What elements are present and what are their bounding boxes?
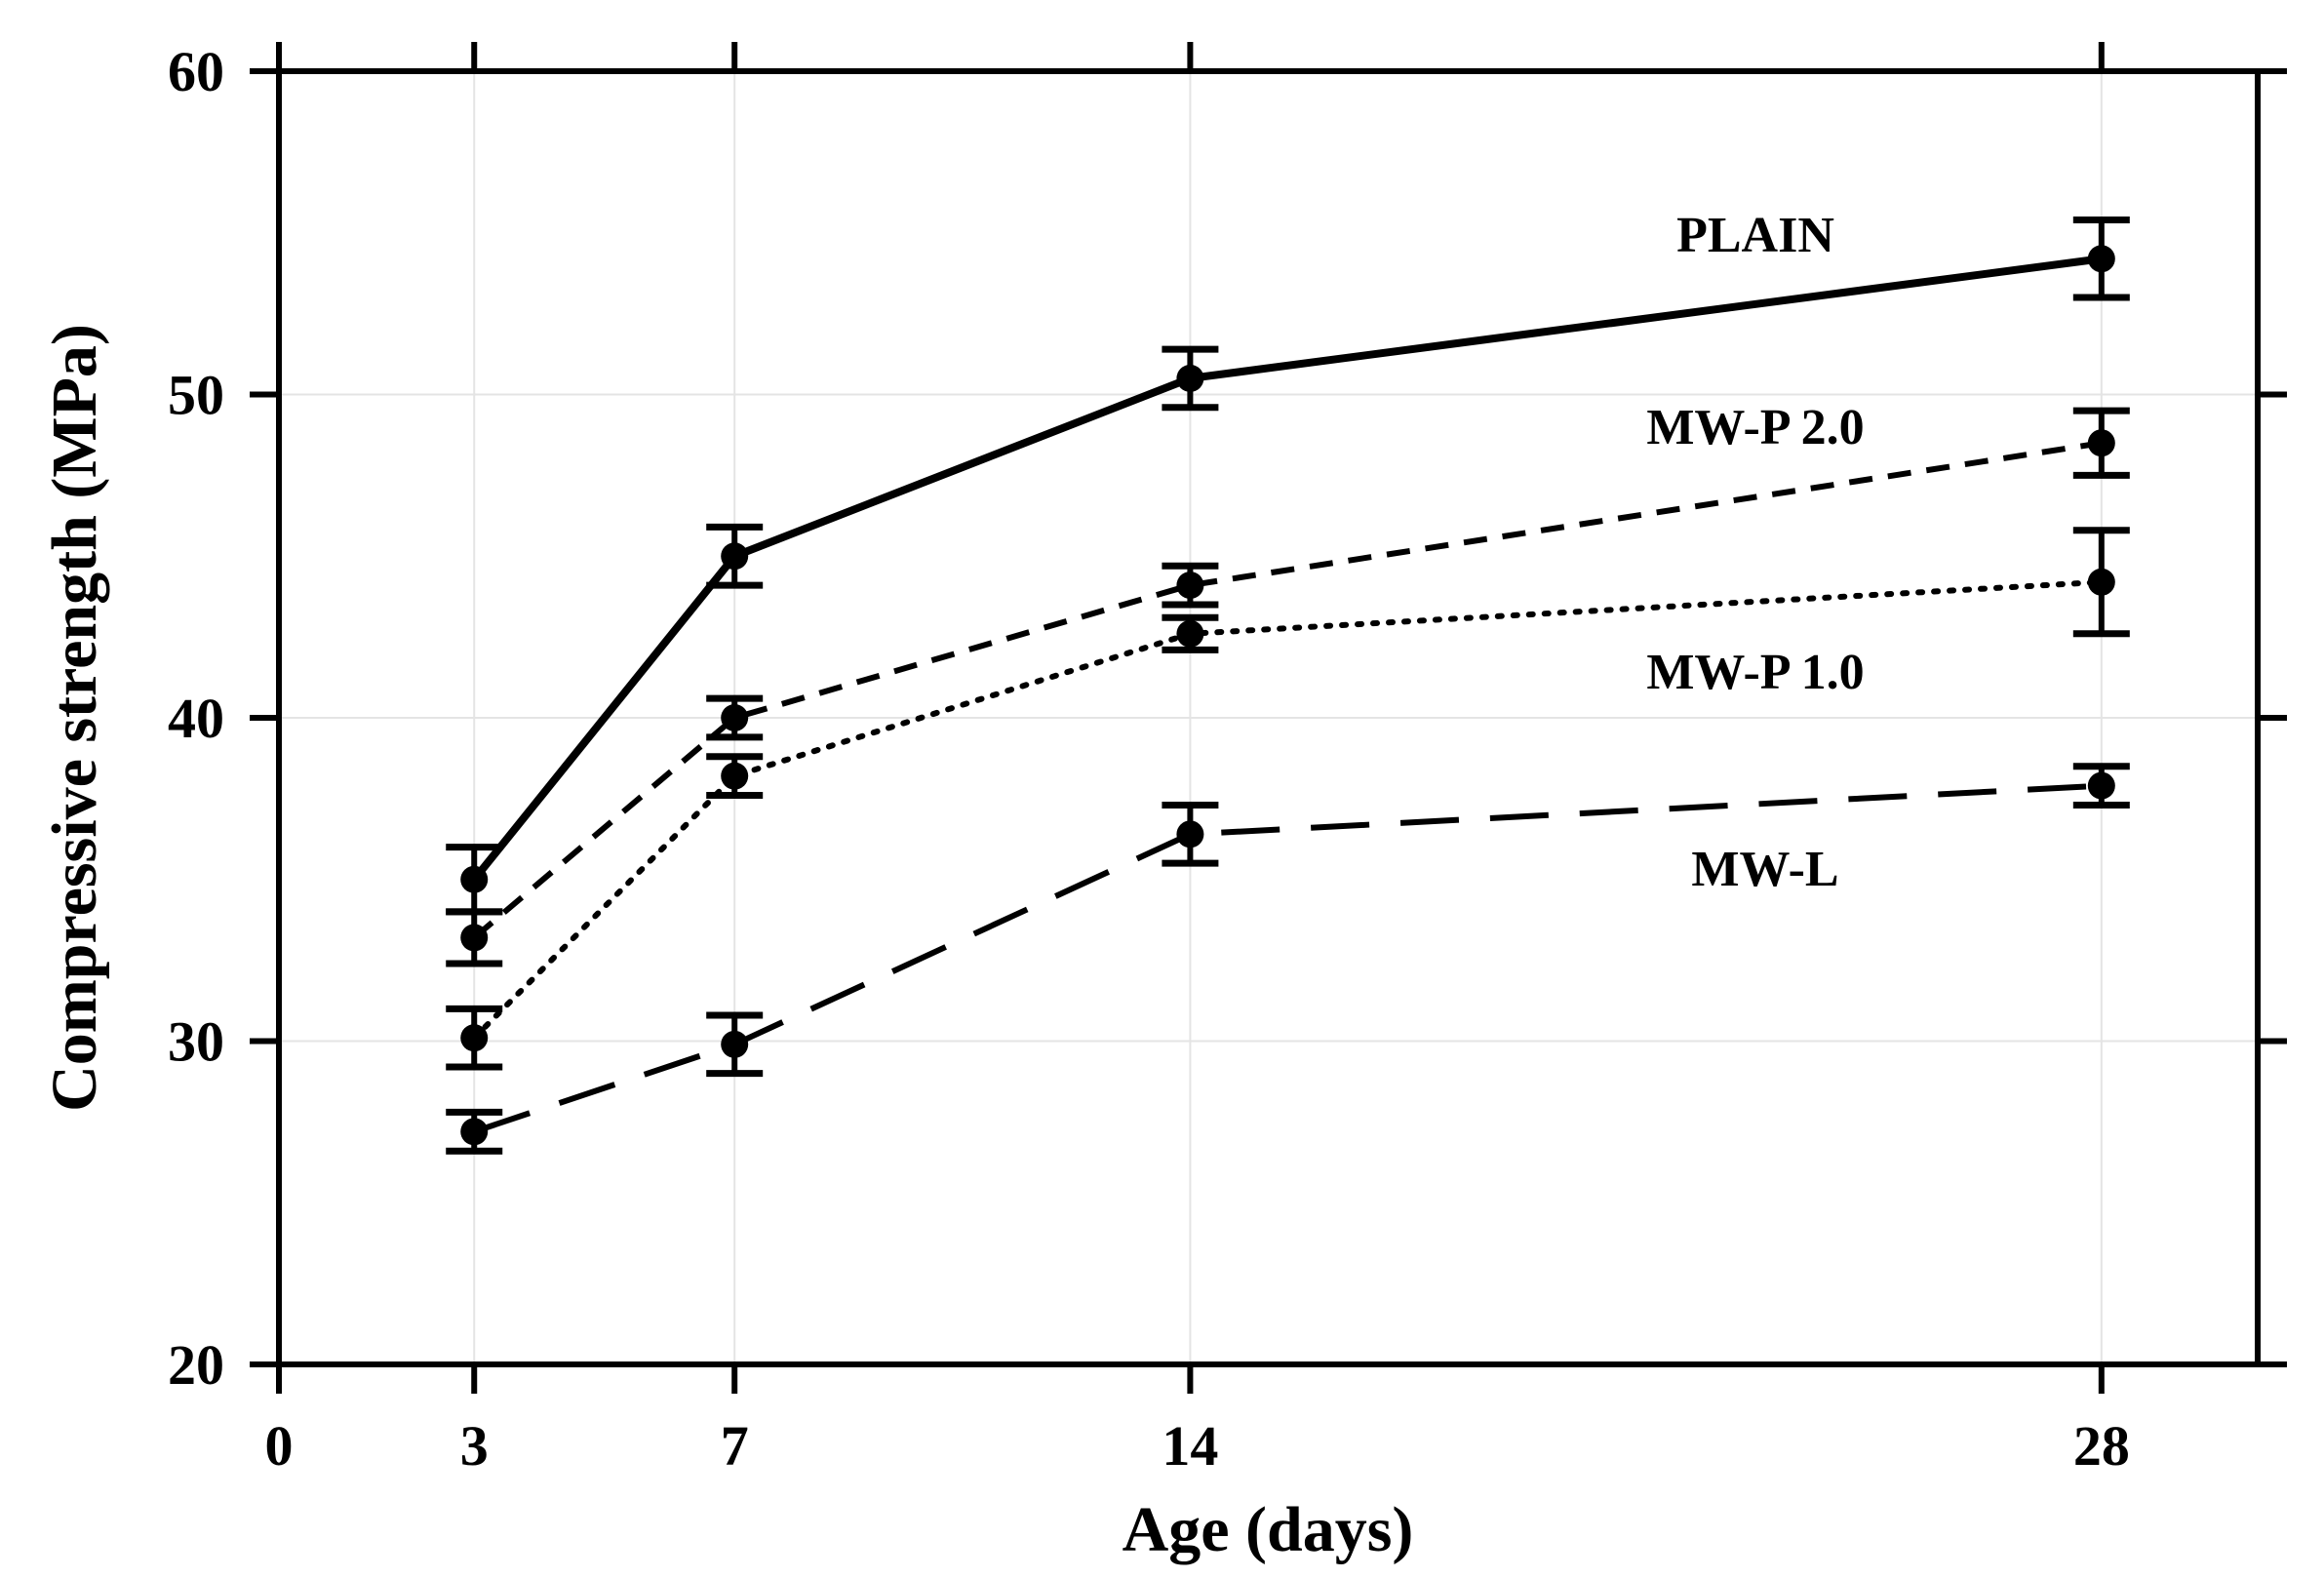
data-point-mw-p-1-0 xyxy=(460,1024,489,1052)
x-tick-label: 3 xyxy=(460,1414,489,1478)
y-tick-label: 60 xyxy=(168,40,224,103)
data-point-mw-l xyxy=(721,1030,749,1058)
series-label-mw-p-1-0: MW-P 1.0 xyxy=(1646,645,1864,700)
data-point-mw-p-2-0 xyxy=(721,704,749,731)
x-axis-title: Age (days) xyxy=(1123,1494,1414,1565)
axis-ticks xyxy=(250,42,2287,1394)
data-point-mw-l xyxy=(1176,820,1204,848)
data-point-mw-p-2-0 xyxy=(460,924,489,952)
data-point-plain xyxy=(2087,245,2115,273)
tick-labels: 0 3 7 14 28 20 30 40 50 60 xyxy=(168,40,2130,1478)
x-tick-label: 0 xyxy=(265,1414,294,1478)
series-line-mw-l xyxy=(473,782,2102,1135)
data-point-mw-p-2-0 xyxy=(2087,429,2115,457)
data-point-mw-p-1-0 xyxy=(721,762,749,790)
series-line-mw-p-2-0 xyxy=(472,440,2103,940)
data-point-mw-l xyxy=(2087,771,2115,800)
series-label-mw-p-2-0: MW-P 2.0 xyxy=(1646,400,1864,455)
data-point-mw-p-1-0 xyxy=(2087,568,2115,596)
series-layer xyxy=(446,216,2130,1155)
data-point-plain xyxy=(721,542,749,571)
x-tick-label: 14 xyxy=(1162,1414,1218,1478)
data-point-mw-l xyxy=(460,1118,489,1146)
series-label-plain: PLAIN xyxy=(1676,208,1834,263)
y-tick-label: 20 xyxy=(168,1333,224,1397)
series-line-plain xyxy=(471,255,2103,883)
data-point-mw-p-2-0 xyxy=(1176,572,1204,600)
y-tick-label: 40 xyxy=(168,687,224,750)
y-tick-label: 30 xyxy=(168,1010,224,1074)
series-line-mw-p-1-0 xyxy=(471,578,2105,1042)
x-tick-label: 7 xyxy=(721,1414,749,1478)
x-tick-label: 28 xyxy=(2073,1414,2130,1478)
y-axis-title: Compressive strength (MPa) xyxy=(39,324,110,1112)
plot-frame xyxy=(276,68,2261,1367)
data-point-mw-p-1-0 xyxy=(1176,619,1204,648)
grid-lines xyxy=(278,70,2258,1365)
y-tick-label: 50 xyxy=(168,364,224,427)
series-label-mw-l: MW-L xyxy=(1691,842,1838,897)
data-point-plain xyxy=(1176,364,1204,392)
data-point-plain xyxy=(460,865,489,893)
